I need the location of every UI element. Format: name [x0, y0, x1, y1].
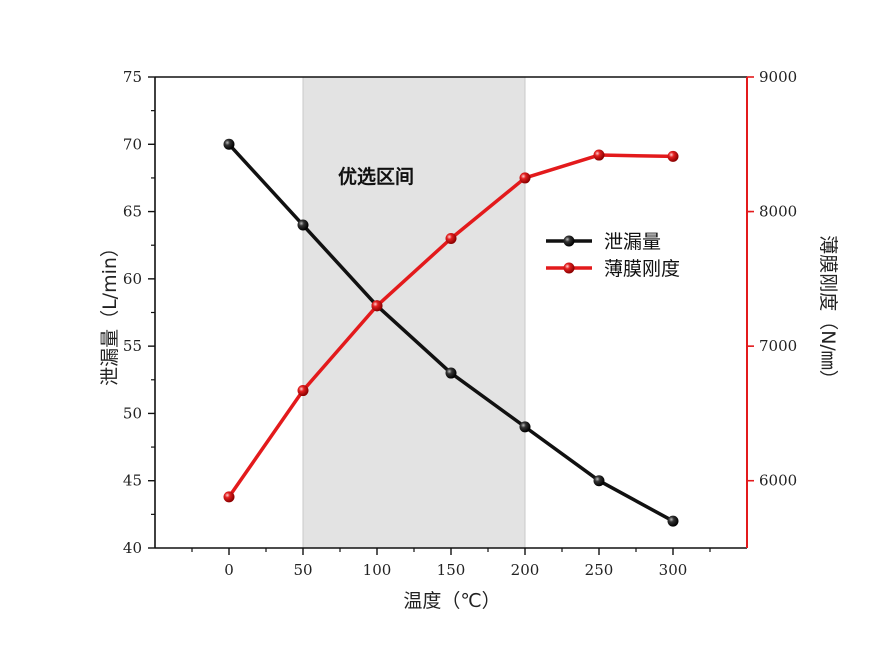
y-right-tick-label-1: 7000 [759, 337, 797, 355]
x-tick-label-1: 50 [293, 561, 312, 579]
x-tick-label-6: 300 [659, 561, 688, 579]
y-left-tick-label-7: 75 [123, 68, 142, 86]
y-left-tick-label-1: 45 [123, 472, 142, 490]
y-right-tick-label-2: 8000 [759, 203, 797, 221]
x-tick-label-3: 150 [437, 561, 466, 579]
x-tick-label-5: 250 [585, 561, 614, 579]
y-left-tick-label-2: 50 [123, 404, 142, 422]
series-0-point-1 [297, 219, 309, 231]
y-left-tick-label-5: 65 [123, 203, 142, 221]
y-right-axis-title: 薄膜刚度（N/㎜） [817, 235, 839, 389]
legend: 泄漏量 薄膜刚度 [546, 231, 680, 280]
y-right-tick-label-0: 6000 [759, 472, 797, 490]
series-0-point-0 [223, 138, 235, 150]
series-1-point-2 [371, 300, 383, 312]
x-tick-label-2: 100 [363, 561, 392, 579]
highlight-region-label: 优选区间 [338, 165, 414, 188]
y-left-tick-label-4: 60 [123, 270, 142, 288]
series-1-point-3 [445, 232, 457, 244]
x-axis-title: 温度（℃） [403, 590, 500, 612]
legend-label-leakage: 泄漏量 [604, 231, 661, 253]
legend-marker-stiffness [563, 262, 575, 274]
y-left-tick-label-0: 40 [123, 539, 142, 557]
x-tick-label-0: 0 [224, 561, 234, 579]
series-1-point-1 [297, 385, 309, 397]
y-left-axis-title: 泄漏量（L/min） [99, 238, 121, 386]
series-0-point-4 [519, 421, 531, 433]
series-0-point-6 [667, 515, 679, 527]
y-left-tick-label-3: 55 [123, 337, 142, 355]
series-0-point-3 [445, 367, 457, 379]
y-left-tick-label-6: 70 [123, 135, 142, 153]
y-right-tick-label-3: 9000 [759, 68, 797, 86]
series-0-point-5 [593, 475, 605, 487]
series-1-point-4 [519, 172, 531, 184]
legend-label-stiffness: 薄膜刚度 [604, 258, 680, 280]
highlight-region [302, 76, 526, 549]
x-tick-label-4: 200 [511, 561, 540, 579]
legend-marker-leakage [563, 235, 575, 247]
series-1-point-0 [223, 491, 235, 503]
series-1-point-6 [667, 150, 679, 162]
series-1-point-5 [593, 149, 605, 161]
